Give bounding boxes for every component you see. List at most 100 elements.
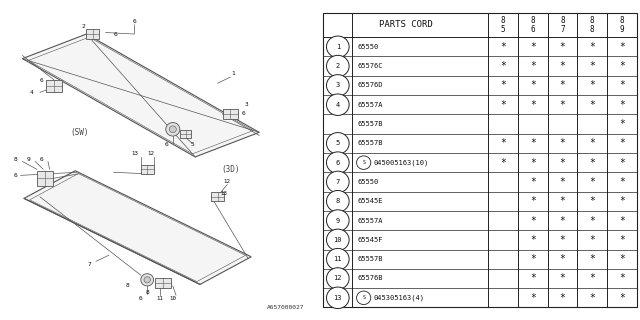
Text: 1: 1: [232, 71, 236, 76]
Text: 6: 6: [132, 19, 136, 24]
Circle shape: [169, 126, 177, 133]
Text: *: *: [559, 274, 565, 284]
Text: 6: 6: [139, 296, 143, 301]
Circle shape: [326, 268, 349, 289]
Circle shape: [326, 171, 349, 193]
Text: *: *: [530, 196, 536, 206]
Text: 11: 11: [333, 256, 342, 262]
Text: 10: 10: [170, 296, 176, 301]
Text: 65550: 65550: [357, 44, 378, 50]
Text: *: *: [530, 216, 536, 226]
Circle shape: [326, 36, 349, 58]
Text: 65545E: 65545E: [357, 198, 383, 204]
Text: *: *: [500, 138, 506, 148]
Text: 8: 8: [620, 16, 624, 25]
Text: 7: 7: [560, 25, 564, 34]
Text: 4: 4: [30, 90, 34, 95]
Circle shape: [326, 248, 349, 270]
Text: *: *: [589, 158, 595, 168]
Text: 8: 8: [126, 284, 130, 288]
Text: 3: 3: [244, 102, 248, 107]
Bar: [86, 29, 99, 39]
Text: 6: 6: [14, 173, 18, 178]
Text: 65557B: 65557B: [357, 256, 383, 262]
Text: *: *: [589, 61, 595, 71]
Text: *: *: [530, 80, 536, 90]
Text: *: *: [619, 177, 625, 187]
Text: 7: 7: [88, 262, 92, 267]
Text: 045305163(4): 045305163(4): [373, 294, 424, 301]
Text: 045005163(10): 045005163(10): [373, 159, 429, 166]
Circle shape: [326, 132, 349, 154]
Text: *: *: [619, 80, 625, 90]
Circle shape: [326, 55, 349, 77]
Text: 6: 6: [40, 78, 44, 83]
Text: 9: 9: [336, 218, 340, 224]
Bar: [37, 171, 53, 186]
Text: *: *: [559, 100, 565, 110]
Circle shape: [326, 75, 349, 96]
Text: *: *: [530, 138, 536, 148]
Circle shape: [326, 229, 349, 251]
Text: 3: 3: [336, 82, 340, 88]
Text: 12: 12: [147, 151, 154, 156]
Text: *: *: [589, 42, 595, 52]
Text: 11: 11: [157, 296, 163, 301]
Text: *: *: [500, 100, 506, 110]
Text: *: *: [559, 80, 565, 90]
Text: *: *: [559, 42, 565, 52]
Text: *: *: [530, 235, 536, 245]
Text: 5: 5: [336, 140, 340, 146]
Text: *: *: [619, 274, 625, 284]
Bar: [156, 277, 172, 288]
Text: 65545F: 65545F: [357, 237, 383, 243]
Text: 6: 6: [113, 32, 117, 36]
Text: *: *: [530, 254, 536, 264]
Circle shape: [144, 277, 150, 283]
Text: 2: 2: [81, 24, 85, 29]
Text: *: *: [619, 42, 625, 52]
Text: *: *: [559, 61, 565, 71]
Text: 6: 6: [531, 25, 535, 34]
Text: 8: 8: [336, 198, 340, 204]
Bar: [223, 108, 237, 119]
Text: *: *: [559, 293, 565, 303]
Text: *: *: [589, 293, 595, 303]
Bar: [141, 164, 154, 174]
Text: *: *: [619, 61, 625, 71]
Text: 6: 6: [241, 111, 245, 116]
Text: 65557B: 65557B: [357, 140, 383, 146]
Text: *: *: [559, 177, 565, 187]
Text: (3D): (3D): [221, 165, 239, 174]
Text: *: *: [589, 274, 595, 284]
Text: S: S: [362, 160, 365, 165]
Circle shape: [326, 152, 349, 173]
Text: 12: 12: [224, 179, 230, 184]
Text: 65557B: 65557B: [357, 121, 383, 127]
Text: 65557A: 65557A: [357, 102, 383, 108]
Text: *: *: [619, 235, 625, 245]
Text: *: *: [589, 138, 595, 148]
Text: *: *: [619, 158, 625, 168]
Text: PARTS CORD: PARTS CORD: [379, 20, 433, 29]
Text: *: *: [530, 274, 536, 284]
Text: *: *: [589, 100, 595, 110]
Text: *: *: [619, 119, 625, 129]
Text: *: *: [589, 254, 595, 264]
Text: 6: 6: [40, 157, 44, 163]
Text: 9: 9: [27, 157, 31, 163]
Polygon shape: [24, 171, 252, 284]
Text: S: S: [362, 295, 365, 300]
Text: *: *: [559, 216, 565, 226]
Text: *: *: [589, 235, 595, 245]
Text: 8: 8: [500, 16, 505, 25]
Text: *: *: [500, 80, 506, 90]
Text: 4: 4: [336, 102, 340, 108]
Circle shape: [326, 190, 349, 212]
Text: 8: 8: [560, 16, 564, 25]
Text: *: *: [500, 61, 506, 71]
Text: 13: 13: [333, 295, 342, 301]
Text: *: *: [589, 80, 595, 90]
Text: (SW): (SW): [71, 128, 89, 137]
Text: 65557A: 65557A: [357, 218, 383, 224]
